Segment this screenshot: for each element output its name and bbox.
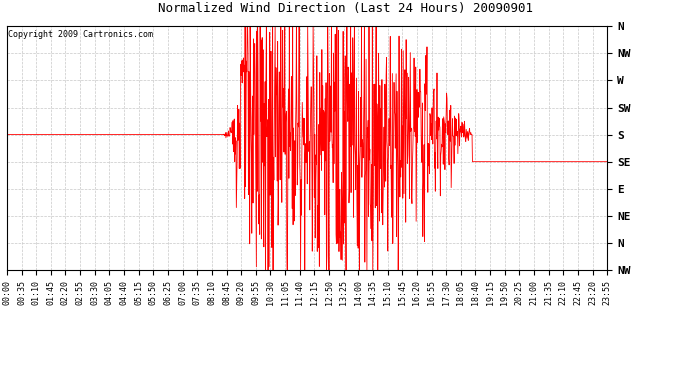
Text: Normalized Wind Direction (Last 24 Hours) 20090901: Normalized Wind Direction (Last 24 Hours… xyxy=(157,2,533,15)
Text: Copyright 2009 Cartronics.com: Copyright 2009 Cartronics.com xyxy=(8,30,153,39)
